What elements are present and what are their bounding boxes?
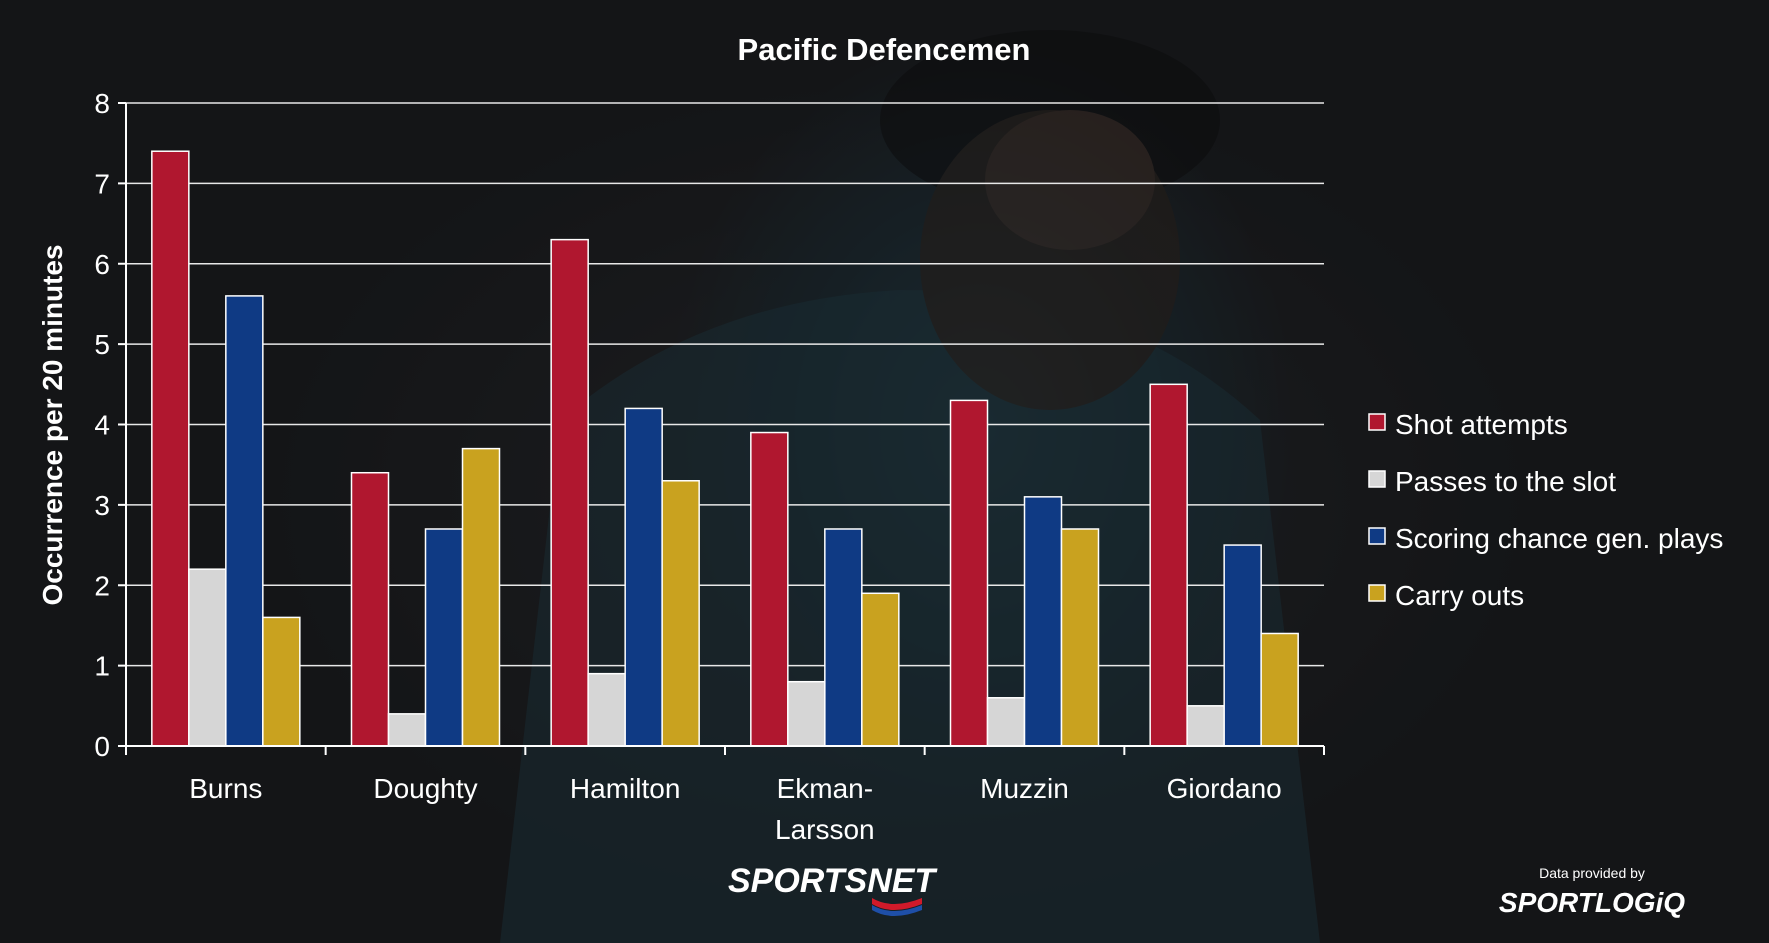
x-tick-label: Muzzin xyxy=(980,773,1069,804)
bar-carry-outs xyxy=(861,592,900,747)
bar-carry-outs xyxy=(1060,528,1100,747)
gridlines xyxy=(126,102,1324,667)
axes xyxy=(125,103,1325,755)
legend-swatch xyxy=(1368,584,1386,602)
y-tick-label: 5 xyxy=(94,329,110,360)
bar-scoring-chance-gen-plays xyxy=(424,528,464,747)
x-tick-label: Doughty xyxy=(373,773,477,804)
bar-passes-to-the-slot xyxy=(587,672,626,747)
bar-scoring-chance-gen-plays xyxy=(824,528,863,747)
bar-passes-to-the-slot xyxy=(188,568,227,747)
y-tick-label: 0 xyxy=(94,731,110,762)
legend-swatch xyxy=(1368,527,1386,545)
sportsnet-swoosh-icon xyxy=(872,898,922,910)
y-axis-label: Occurrence per 20 minutes xyxy=(37,244,68,605)
bar-passes-to-the-slot xyxy=(787,680,826,747)
y-tick-label: 8 xyxy=(94,88,110,119)
bar-shot-attempts xyxy=(949,399,989,747)
x-tick-label: Giordano xyxy=(1167,773,1282,804)
bar-carry-outs xyxy=(1260,632,1299,747)
provider-caption: Data provided by xyxy=(1539,865,1645,881)
y-tick-label: 6 xyxy=(94,249,110,280)
bar-shot-attempts xyxy=(550,238,589,747)
y-tick-label: 3 xyxy=(94,490,110,521)
bar-scoring-chance-gen-plays xyxy=(624,407,663,747)
bar-shot-attempts xyxy=(151,150,190,747)
y-axis-ticks: 0 1 2 3 4 5 6 7 8 xyxy=(94,88,126,762)
legend-label: Scoring chance gen. plays xyxy=(1395,523,1723,554)
bar-scoring-chance-gen-plays xyxy=(1023,496,1063,747)
legend-label: Shot attempts xyxy=(1395,409,1568,440)
bar-passes-to-the-slot xyxy=(1186,705,1225,747)
legend-label: Passes to the slot xyxy=(1395,466,1616,497)
legend-swatch xyxy=(1368,413,1386,431)
sportlogiq-wordmark: SPORTLOGiQ xyxy=(1499,887,1685,918)
x-axis-labels: Burns Doughty Hamilton Ekman- Larsson Muzzin G… xyxy=(189,773,1282,845)
bar-scoring-chance-gen-plays xyxy=(225,295,264,747)
provider-logo: Data provided by SPORTLOGiQ xyxy=(1499,865,1685,918)
x-tick-label: Burns xyxy=(189,773,262,804)
bar-shot-attempts xyxy=(750,431,789,747)
bar-carry-outs xyxy=(461,447,501,747)
bar-carry-outs xyxy=(262,616,301,747)
chart-title: Pacific Defencemen xyxy=(738,32,1031,67)
bar-carry-outs xyxy=(661,480,700,747)
x-tick-label: Larsson xyxy=(775,814,875,845)
bar-passes-to-the-slot xyxy=(986,697,1026,747)
bar-shot-attempts xyxy=(1149,383,1188,747)
background-photo xyxy=(500,30,1320,943)
legend-label: Carry outs xyxy=(1395,580,1524,611)
bar-passes-to-the-slot xyxy=(387,713,427,747)
y-tick-label: 1 xyxy=(94,651,110,682)
y-tick-label: 4 xyxy=(94,410,110,441)
bar-shot-attempts xyxy=(350,471,390,747)
bars-group xyxy=(151,150,1299,747)
sportsnet-swoosh-blue-icon xyxy=(872,905,922,916)
sportsnet-logo: SPORTSNET xyxy=(728,862,938,916)
x-tick-label: Hamilton xyxy=(570,773,680,804)
legend: Shot attempts Passes to the slot Scoring c… xyxy=(1368,409,1723,611)
y-tick-label: 2 xyxy=(94,570,110,601)
x-tick-label: Ekman- xyxy=(777,773,873,804)
bar-scoring-chance-gen-plays xyxy=(1223,544,1262,747)
legend-swatch xyxy=(1368,470,1386,488)
sportsnet-wordmark: SPORTSNET xyxy=(728,862,938,900)
y-tick-label: 7 xyxy=(94,168,110,199)
